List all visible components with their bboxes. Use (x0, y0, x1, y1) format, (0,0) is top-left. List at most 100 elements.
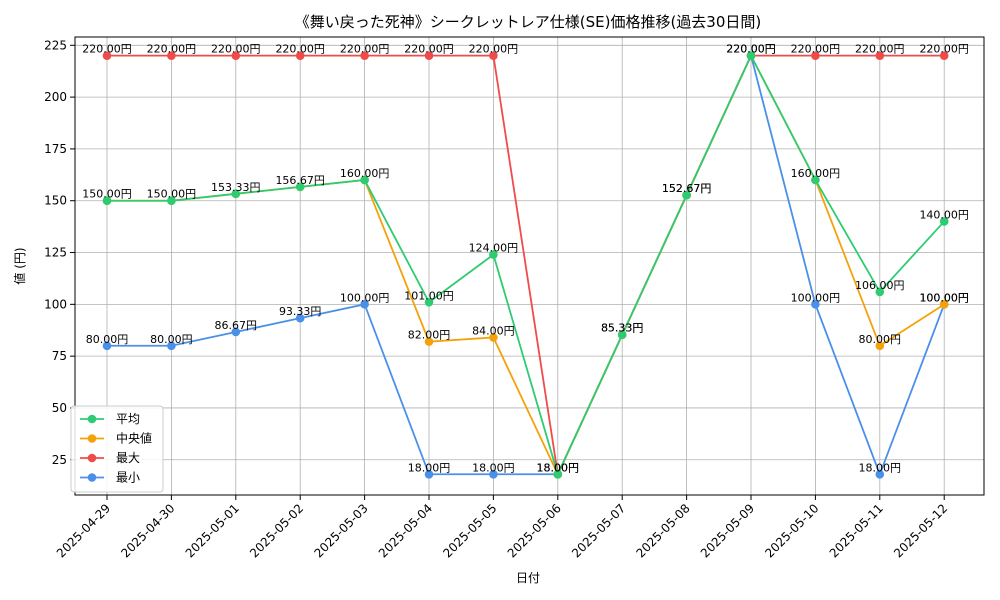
series-point (231, 189, 241, 199)
legend-label: 中央値 (116, 431, 152, 446)
data-label: 85.33円 (601, 322, 644, 335)
series-point (167, 51, 176, 60)
y-tick-label: 25 (52, 453, 67, 467)
data-label: 152.67円 (662, 182, 712, 195)
legend-label: 平均 (116, 412, 140, 426)
data-label: 100.00円 (340, 291, 390, 304)
series-point (360, 175, 369, 185)
series-point (167, 341, 176, 351)
y-tick-label: 50 (52, 401, 67, 415)
data-label: 124.00円 (469, 242, 519, 255)
data-label: 153.33円 (211, 181, 261, 194)
x-axis-label: 日付 (516, 571, 540, 585)
y-tick-label: 100 (44, 297, 67, 311)
data-label: 80.00円 (150, 333, 193, 346)
data-label: 18.00円 (472, 461, 515, 474)
data-label: 85.33円 (601, 322, 644, 335)
series-point (553, 469, 563, 479)
series-line (107, 54, 945, 478)
data-label: 152.67円 (662, 182, 712, 195)
data-label: 220.00円 (855, 43, 905, 56)
data-label: 84.00円 (472, 324, 515, 337)
series-point (489, 250, 498, 259)
series-point (231, 51, 241, 60)
series-point (424, 297, 434, 307)
series-point (295, 51, 305, 60)
data-label: 220.00円 (726, 43, 776, 56)
legend-label: 最大 (116, 451, 140, 465)
series-point (489, 469, 498, 479)
series-group (102, 51, 949, 479)
data-label: 220.00円 (211, 43, 261, 56)
data-label: 220.00円 (469, 43, 519, 56)
series-point (811, 175, 820, 185)
series-point (360, 300, 369, 309)
series-point (231, 327, 241, 337)
y-tick-label: 225 (44, 38, 67, 52)
series-point (102, 341, 112, 351)
series-point (424, 469, 434, 479)
data-label: 220.00円 (726, 43, 776, 56)
data-label: 80.00円 (859, 333, 902, 346)
data-label: 150.00円 (147, 188, 197, 201)
y-tick-label: 150 (44, 194, 67, 208)
series-point (295, 182, 305, 192)
data-label: 18.00円 (859, 461, 902, 474)
legend-swatch-marker (87, 414, 97, 424)
series-point (939, 300, 949, 309)
data-label: 93.33円 (279, 305, 322, 318)
data-label: 156.67円 (275, 174, 325, 187)
series-point (875, 51, 885, 60)
data-label: 82.00円 (408, 329, 451, 342)
data-label: 18.00円 (537, 461, 580, 474)
series-point (939, 51, 949, 60)
series-point (811, 300, 820, 309)
series-point (489, 333, 498, 342)
series-point (102, 196, 112, 206)
series-point (939, 217, 949, 226)
data-label: 160.00円 (791, 167, 841, 180)
data-label: 100.00円 (791, 291, 841, 304)
legend-label: 最小 (116, 471, 140, 485)
y-tick-label: 175 (44, 142, 67, 156)
data-label: 220.00円 (919, 43, 969, 56)
data-label: 220.00円 (82, 43, 132, 56)
data-label: 220.00円 (340, 43, 390, 56)
series-point (811, 51, 820, 60)
series-point (746, 51, 756, 60)
y-tick-label: 125 (44, 246, 67, 260)
series-point (167, 196, 176, 206)
y-tick-label: 75 (52, 349, 67, 363)
series-line (107, 52, 946, 477)
data-label: 101.00円 (404, 289, 454, 302)
data-label: 106.00円 (855, 279, 905, 292)
data-labels: 101.00円 124.00円 106.00円 140.00円 150.00円 150.0… (82, 43, 969, 475)
series-point (682, 190, 691, 200)
series-point (360, 51, 369, 60)
data-label: 18.00円 (408, 461, 451, 474)
legend-box (70, 405, 164, 493)
data-label: 100.00円 (919, 291, 969, 304)
y-axis-label: 値 (円) (12, 247, 27, 284)
series-line (107, 53, 945, 477)
data-label: 160.00円 (340, 167, 390, 180)
series-point (489, 51, 498, 60)
series-point (102, 51, 112, 60)
series-point (295, 313, 305, 323)
data-label: 220.00円 (275, 43, 325, 56)
data-label: 100.00円 (919, 291, 969, 304)
series-point (424, 51, 434, 60)
data-label: 220.00円 (147, 43, 197, 56)
y-tick-label: 200 (44, 90, 67, 104)
legend-swatch-marker (87, 434, 97, 443)
data-label: 140.00円 (919, 208, 969, 221)
data-label: 80.00円 (86, 333, 129, 346)
data-label: 86.67円 (215, 319, 258, 332)
series-point (424, 337, 434, 346)
series-point (875, 287, 885, 297)
chart-title: 《舞い戻った死神》シークレットレア仕様(SE)価格推移(過去30日間) (295, 13, 762, 31)
plot-frame (74, 36, 985, 496)
